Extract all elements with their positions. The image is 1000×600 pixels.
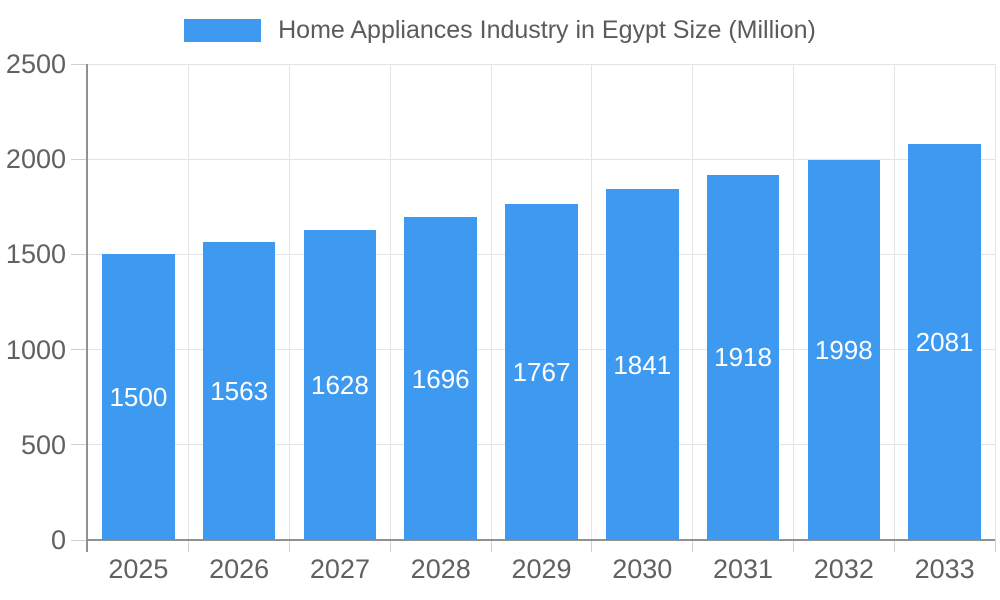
x-axis-tick — [289, 540, 291, 552]
x-axis-tick — [188, 540, 190, 552]
x-axis-tick — [893, 540, 895, 552]
y-axis-tick — [71, 158, 88, 160]
y-axis-tick — [71, 349, 88, 351]
y-tick-label: 1500 — [5, 239, 66, 270]
x-tick-label: 2033 — [914, 554, 975, 584]
x-tick-label: 2028 — [410, 554, 471, 584]
x-axis-tick — [591, 540, 593, 552]
y-axis-tick — [71, 63, 88, 65]
y-axis-tick — [71, 539, 88, 541]
y-axis-tick — [71, 444, 88, 446]
y-tick-label: 1000 — [5, 334, 66, 365]
y-tick-label: 500 — [20, 429, 66, 460]
bar-value-label: 1918 — [714, 342, 772, 373]
bar-value-label: 2081 — [915, 326, 974, 357]
gridline-vertical — [792, 64, 794, 540]
y-tick-label: 2000 — [5, 144, 66, 175]
legend-swatch — [184, 18, 262, 42]
x-axis-tick — [692, 540, 694, 552]
x-tick-label: 2027 — [309, 554, 370, 584]
gridline-vertical — [389, 64, 391, 540]
bar-value-label: 1696 — [411, 363, 470, 394]
x-axis-tick — [994, 540, 996, 552]
bar-value-label: 1500 — [109, 382, 168, 413]
x-tick-label: 2025 — [108, 554, 169, 584]
x-tick-label: 2026 — [209, 554, 270, 584]
bar-value-label: 1998 — [814, 334, 873, 365]
bar: 1500 — [102, 254, 175, 540]
gridline-vertical — [893, 64, 895, 540]
x-axis-tick — [490, 540, 492, 552]
x-tick-label: 2030 — [612, 554, 673, 584]
x-axis-line — [88, 539, 995, 541]
x-tick-label: 2031 — [713, 554, 774, 584]
gridline-vertical — [591, 64, 593, 540]
legend-label: Home Appliances Industry in Egypt Size (… — [278, 16, 816, 44]
x-axis-tick — [389, 540, 391, 552]
y-axis-tick — [71, 253, 88, 255]
bar: 1628 — [303, 230, 377, 540]
legend[interactable]: Home Appliances Industry in Egypt Size (… — [0, 16, 1000, 44]
x-tick-label: 2032 — [813, 554, 874, 584]
y-tick-label: 2500 — [5, 49, 66, 79]
bar: 1696 — [404, 217, 477, 540]
gridline-horizontal — [88, 158, 995, 160]
bar-value-label: 1628 — [311, 370, 369, 400]
gridline-vertical — [692, 64, 694, 540]
bar-value-label: 1767 — [512, 356, 571, 387]
gridline-vertical — [188, 64, 190, 540]
bar: 1767 — [505, 203, 578, 540]
bar-value-label: 1841 — [613, 349, 672, 380]
bar: 1563 — [202, 242, 276, 540]
bar: 1918 — [706, 174, 780, 540]
y-tick-label: 0 — [50, 525, 66, 555]
y-axis-line — [86, 64, 88, 552]
gridline-vertical — [289, 64, 291, 540]
bar: 2081 — [908, 143, 981, 540]
gridline-vertical — [490, 64, 492, 540]
gridline-horizontal — [88, 63, 995, 65]
x-axis-tick — [792, 540, 794, 552]
gridline-vertical — [994, 64, 996, 540]
x-tick-label: 2029 — [511, 554, 572, 584]
bar: 1841 — [605, 189, 679, 540]
bar-value-label: 1563 — [210, 376, 269, 407]
bar: 1998 — [807, 159, 881, 540]
